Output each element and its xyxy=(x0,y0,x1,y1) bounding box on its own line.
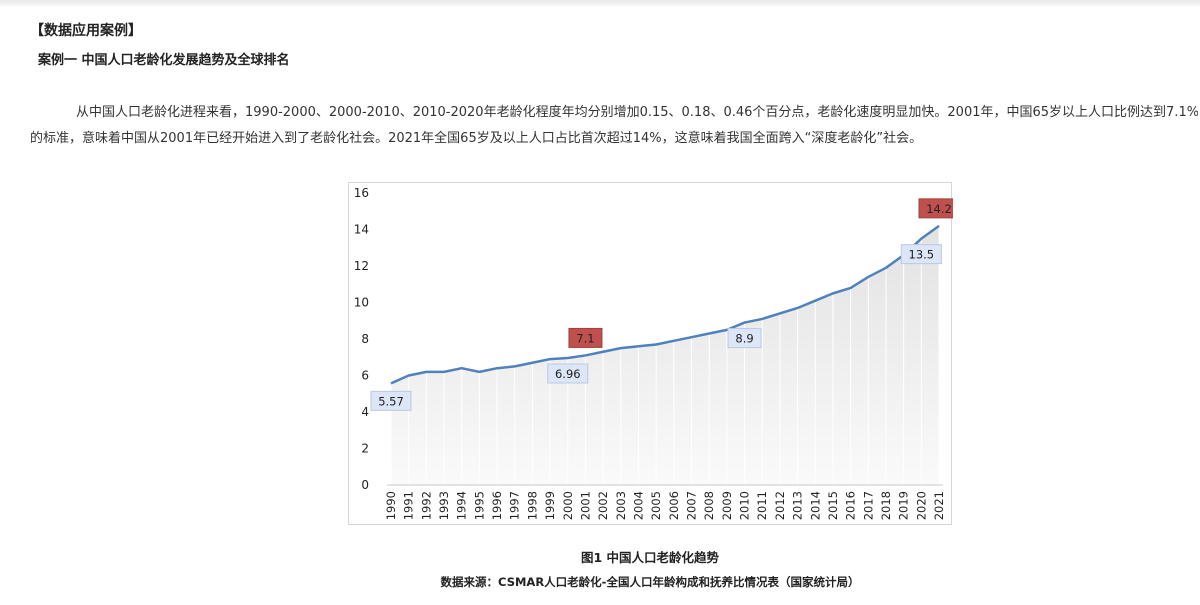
x-tick-label: 2001 xyxy=(578,491,592,520)
x-tick-label: 2012 xyxy=(773,491,787,520)
x-tick-label: 1991 xyxy=(402,491,416,520)
data-label: 7.1 xyxy=(568,327,603,348)
data-label-box xyxy=(918,198,953,219)
x-tick-label: 2015 xyxy=(826,491,840,520)
x-tick-label: 1995 xyxy=(472,491,486,520)
x-tick-label: 2020 xyxy=(914,491,928,520)
y-tick-label: 16 xyxy=(354,186,369,200)
x-tick-label: 2002 xyxy=(596,491,610,520)
data-label-text: 13.5 xyxy=(909,248,935,262)
data-label-text: 8.9 xyxy=(735,332,753,346)
chart-svg: 0 2 4 6 8 10 12 14 16 1990 1991 1992 1993 1994 1995 199… xyxy=(354,186,953,520)
x-tick-label: 2003 xyxy=(614,491,628,520)
data-label-text: 6.96 xyxy=(555,367,581,381)
data-label-text: 7.1 xyxy=(576,331,594,345)
x-tick-label: 2007 xyxy=(685,491,699,520)
series-line xyxy=(390,224,940,385)
y-tick-label: 14 xyxy=(354,223,369,237)
x-tick-label: 2011 xyxy=(755,491,769,520)
y-tick-label: 0 xyxy=(361,478,369,492)
data-label: 14.2 xyxy=(918,198,953,219)
x-tick-label: 1993 xyxy=(437,491,451,520)
data-label: 5.57 xyxy=(370,390,412,411)
x-tick-label: 1992 xyxy=(419,491,433,520)
x-tick-label: 2018 xyxy=(879,491,893,520)
x-tick-label: 2014 xyxy=(808,491,822,520)
x-tick-label: 2004 xyxy=(631,491,645,520)
x-tick-label: 2010 xyxy=(738,491,752,520)
data-label-box xyxy=(370,390,412,411)
x-tick-label: 1998 xyxy=(525,491,539,520)
data-label: 8.9 xyxy=(727,328,762,349)
y-tick-label: 4 xyxy=(361,405,369,419)
x-tick-label: 2013 xyxy=(791,491,805,520)
x-tick-label: 2017 xyxy=(861,491,875,520)
intro-paragraph: 从中国人口老龄化进程来看，1990-2000、2000-2010、2010-20… xyxy=(30,100,1198,144)
x-tick-label: 1999 xyxy=(543,491,557,520)
x-tick-label: 2000 xyxy=(561,491,575,520)
aging-trend-chart: 0 2 4 6 8 10 12 14 16 1990 1991 1992 1993 1994 1995 199… xyxy=(348,182,953,525)
paragraph-line-2: 的标准，意味着中国从2001年已经开始进入到了老龄化社会。2021年全国65岁及… xyxy=(30,131,923,144)
x-tick-label: 2016 xyxy=(844,491,858,520)
y-tick-label: 10 xyxy=(354,296,369,310)
data-label: 6.96 xyxy=(547,363,589,384)
data-label-box xyxy=(900,244,942,265)
data-label-text: 14.2 xyxy=(926,202,952,216)
y-tick-label: 2 xyxy=(361,442,369,456)
y-tick-label: 12 xyxy=(354,259,369,273)
x-tick-label: 2021 xyxy=(932,491,946,520)
area-fill xyxy=(391,225,939,485)
x-tick-label: 2005 xyxy=(649,491,663,520)
x-tick-label: 2008 xyxy=(702,491,716,520)
case-title: 案例一 中国人口老龄化发展趋势及全球排名 xyxy=(38,53,290,68)
x-tick-label: 2006 xyxy=(667,491,681,520)
paragraph-line-1: 从中国人口老龄化进程来看，1990-2000、2000-2010、2010-20… xyxy=(76,105,1198,120)
x-tick-label: 2019 xyxy=(897,491,911,520)
top-shadow-bar xyxy=(0,0,1200,6)
x-tick-label: 1994 xyxy=(455,491,469,520)
x-tick-label: 1996 xyxy=(490,491,504,520)
figure-caption: 图1 中国人口老龄化趋势 xyxy=(580,550,720,565)
data-label-text: 5.57 xyxy=(378,394,404,408)
x-tick-label: 1990 xyxy=(384,491,398,520)
data-label-box xyxy=(727,328,762,349)
y-tick-label: 8 xyxy=(361,332,369,346)
data-label: 13.5 xyxy=(900,244,942,265)
y-tick-label: 6 xyxy=(361,369,369,383)
x-tick-label: 2009 xyxy=(720,491,734,520)
section-title: 【数据应用案例】 xyxy=(30,23,142,39)
data-label-box xyxy=(547,363,589,384)
figure-source: 数据来源：CSMAR人口老龄化-全国人口年龄构成和抚养比情况表（国家统计局） xyxy=(440,575,860,589)
x-tick-label: 1997 xyxy=(508,491,522,520)
data-label-box xyxy=(568,327,603,348)
